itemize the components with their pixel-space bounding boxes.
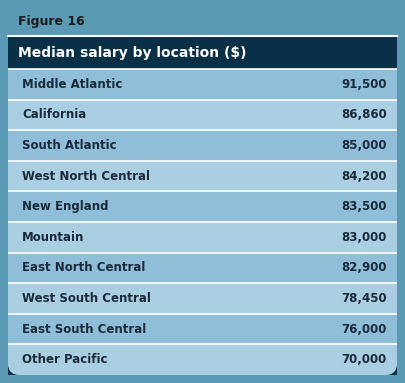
Text: South Atlantic: South Atlantic xyxy=(22,139,117,152)
Bar xyxy=(8,344,397,363)
Text: New England: New England xyxy=(22,200,109,213)
Text: East North Central: East North Central xyxy=(22,262,145,274)
Text: 70,000: 70,000 xyxy=(342,353,387,366)
Bar xyxy=(8,130,397,161)
Text: Middle Atlantic: Middle Atlantic xyxy=(22,78,122,91)
Text: 91,500: 91,500 xyxy=(341,78,387,91)
Bar xyxy=(8,283,397,314)
Text: Other Pacific: Other Pacific xyxy=(22,353,107,366)
Bar xyxy=(8,8,397,36)
FancyBboxPatch shape xyxy=(8,8,397,375)
Bar xyxy=(8,161,397,192)
FancyBboxPatch shape xyxy=(8,344,397,375)
Text: Median salary by location ($): Median salary by location ($) xyxy=(18,46,247,59)
Text: 83,000: 83,000 xyxy=(342,231,387,244)
Text: 84,200: 84,200 xyxy=(341,170,387,183)
Text: 76,000: 76,000 xyxy=(342,322,387,336)
Text: California: California xyxy=(22,108,86,121)
Bar xyxy=(8,192,397,222)
Text: 82,900: 82,900 xyxy=(341,262,387,274)
FancyBboxPatch shape xyxy=(8,69,397,375)
Text: Mountain: Mountain xyxy=(22,231,84,244)
Bar xyxy=(8,36,397,69)
Text: East South Central: East South Central xyxy=(22,322,146,336)
Text: West North Central: West North Central xyxy=(22,170,150,183)
Bar xyxy=(8,314,397,344)
Bar xyxy=(8,69,397,100)
Bar xyxy=(8,253,397,283)
Text: Figure 16: Figure 16 xyxy=(18,15,85,28)
Text: West South Central: West South Central xyxy=(22,292,151,305)
Bar xyxy=(8,100,397,130)
Text: 86,860: 86,860 xyxy=(341,108,387,121)
Text: 78,450: 78,450 xyxy=(341,292,387,305)
Text: 83,500: 83,500 xyxy=(341,200,387,213)
Bar xyxy=(8,222,397,253)
Text: 85,000: 85,000 xyxy=(341,139,387,152)
FancyBboxPatch shape xyxy=(8,8,397,375)
Bar xyxy=(8,36,397,375)
